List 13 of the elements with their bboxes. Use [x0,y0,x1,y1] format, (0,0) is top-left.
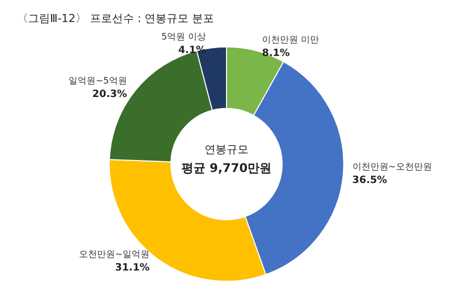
text: 연봉규모 [204,143,248,156]
slice-label: 이천만원 미만 [262,35,319,46]
text: 평균 9,770만원 [181,161,272,175]
slice-label: 이천만원~오천만원 [352,162,432,173]
data-label: 36.5% [352,175,387,186]
slice-label: 오천만원~일억원 [79,250,150,260]
chart-title: 〈그림Ⅲ-12〉 프로선수 : 연봉규모 분포 [17,12,214,25]
slice-label: 일억원~5억원 [68,76,127,87]
data-label: 20.3% [92,89,127,100]
data-label: 4.1% [178,44,206,56]
slice-label: 5억원 이상 [161,32,206,42]
data-label: 31.1% [115,262,150,274]
data-label: 8.1% [262,48,290,59]
